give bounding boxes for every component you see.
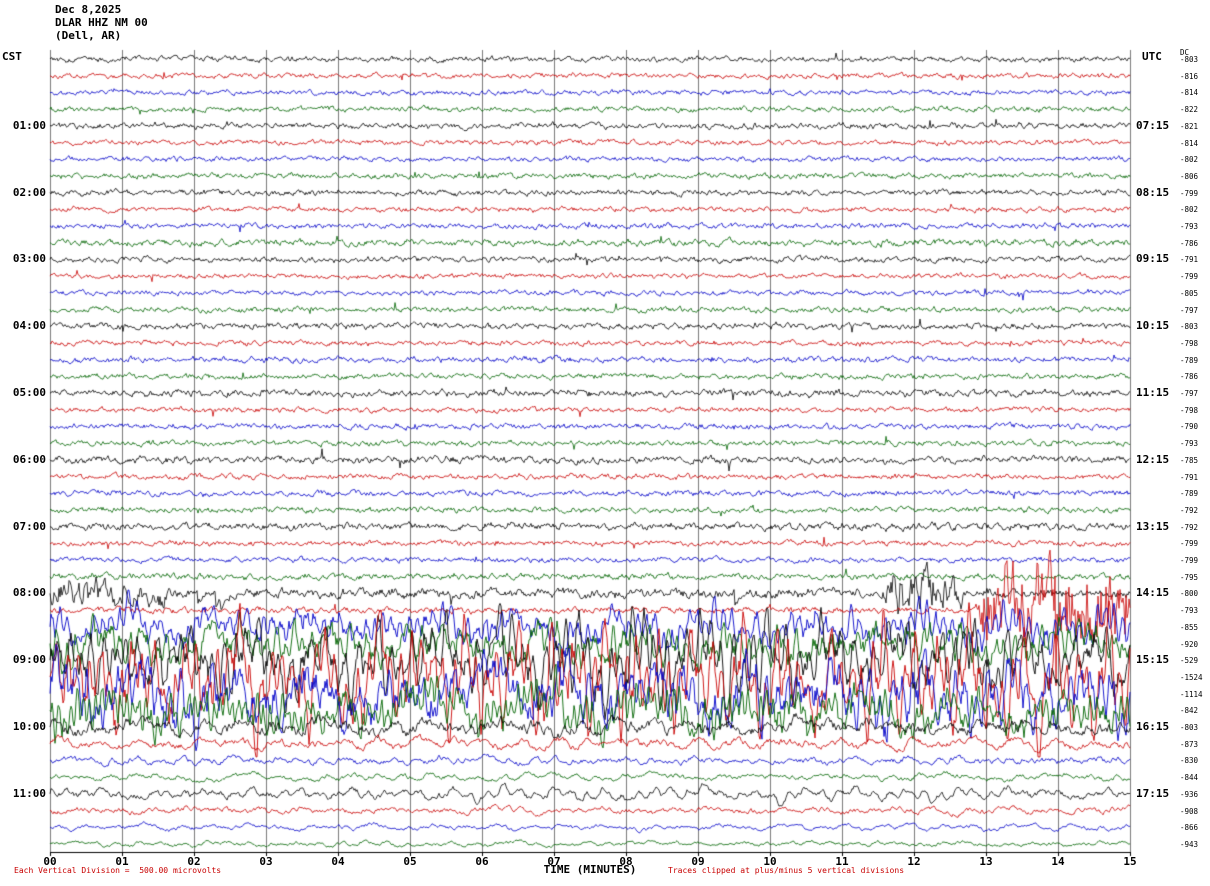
cst-time-label: 10:00 bbox=[12, 720, 46, 733]
dc-offset-value: -799 bbox=[1180, 272, 1199, 282]
utc-time-label: 17:15 bbox=[1136, 786, 1170, 800]
cst-time-label: 02:00 bbox=[12, 185, 46, 199]
station-code: DLAR HHZ NM 00 bbox=[55, 16, 148, 29]
dc-offset-value: -789 bbox=[1180, 489, 1199, 499]
dc-offset-value: -799 bbox=[1180, 188, 1199, 198]
x-tick-label: 01 bbox=[115, 855, 129, 868]
dc-offset-value: -814 bbox=[1180, 88, 1199, 98]
utc-time-label: 13:15 bbox=[1136, 519, 1170, 533]
dc-offset-value: -821 bbox=[1180, 121, 1199, 131]
cst-time-label: 05:00 bbox=[12, 386, 46, 399]
dc-offset-value: -873 bbox=[1180, 739, 1199, 749]
cst-time-label: 07:00 bbox=[12, 519, 46, 533]
dc-offset-value: -792 bbox=[1180, 505, 1199, 515]
vertical-division-note: Each Vertical Division = 500.00 microvol… bbox=[14, 866, 222, 875]
dc-offset-value: -1114 bbox=[1180, 689, 1203, 699]
dc-offset-value: -798 bbox=[1180, 338, 1199, 348]
dc-offset-value: -786 bbox=[1180, 372, 1199, 382]
utc-time-label: 09:15 bbox=[1136, 252, 1170, 266]
x-tick-label: 08 bbox=[619, 855, 633, 868]
dc-offset-value: -789 bbox=[1180, 355, 1199, 365]
cst-time-label: 04:00 bbox=[12, 319, 46, 333]
dc-offset-value: -805 bbox=[1180, 288, 1199, 298]
right-timezone-label: UTC bbox=[1142, 50, 1162, 63]
dc-offset-value: -866 bbox=[1180, 823, 1199, 833]
utc-time-label: 16:15 bbox=[1136, 720, 1170, 733]
utc-time-label: 14:15 bbox=[1136, 586, 1170, 600]
x-tick-label: 06 bbox=[475, 855, 489, 868]
dc-offset-value: -791 bbox=[1180, 472, 1199, 482]
utc-time-label: 12:15 bbox=[1136, 452, 1170, 466]
x-tick-label: 13 bbox=[979, 855, 993, 868]
dc-offset-value: -799 bbox=[1180, 556, 1199, 565]
dc-offset-value: -802 bbox=[1180, 205, 1199, 215]
dc-offset-value: -920 bbox=[1180, 639, 1199, 649]
dc-offset-value: -793 bbox=[1180, 222, 1199, 231]
cst-time-label: 11:00 bbox=[12, 786, 46, 800]
dc-offset-value: -814 bbox=[1180, 138, 1199, 148]
cst-time-label: 06:00 bbox=[12, 452, 46, 466]
dc-offset-value: -802 bbox=[1180, 155, 1199, 165]
x-tick-label: 14 bbox=[1051, 855, 1065, 868]
cst-time-label: 08:00 bbox=[12, 586, 46, 600]
cst-time-label: 01:00 bbox=[12, 118, 46, 132]
dc-offset-value: -803 bbox=[1180, 723, 1199, 732]
x-tick-label: 04 bbox=[331, 855, 345, 868]
dc-offset-value: -790 bbox=[1180, 422, 1199, 432]
dc-offset-value: -830 bbox=[1180, 756, 1199, 766]
dc-offset-value: -795 bbox=[1180, 572, 1199, 582]
dc-offset-value: -797 bbox=[1180, 305, 1199, 315]
dc-offset-value: -936 bbox=[1180, 789, 1199, 799]
dc-offset-value: -792 bbox=[1180, 522, 1199, 532]
dc-offset-value: -793 bbox=[1180, 606, 1199, 616]
dc-offset-value: -786 bbox=[1180, 238, 1199, 248]
utc-time-label: 11:15 bbox=[1136, 386, 1170, 399]
station-location: (Dell, AR) bbox=[55, 29, 122, 42]
left-timezone-label: CST bbox=[2, 50, 22, 63]
dc-offset-value: -785 bbox=[1180, 455, 1199, 465]
clip-note: Traces clipped at plus/minus 5 vertical … bbox=[668, 866, 905, 875]
dc-offset-value: -806 bbox=[1180, 171, 1199, 181]
utc-time-label: 10:15 bbox=[1136, 319, 1170, 333]
utc-time-label: 07:15 bbox=[1136, 118, 1170, 132]
dc-offset-value: -800 bbox=[1180, 589, 1199, 599]
cst-time-label: 09:00 bbox=[12, 653, 46, 667]
x-tick-label: 03 bbox=[259, 855, 273, 868]
x-tick-label: 05 bbox=[403, 855, 417, 868]
x-tick-label: 07 bbox=[547, 855, 561, 868]
x-tick-label: 11 bbox=[835, 855, 849, 868]
cst-time-label: 03:00 bbox=[12, 252, 46, 266]
dc-offset-value: -844 bbox=[1180, 773, 1199, 783]
dc-column-label: DC bbox=[1180, 48, 1190, 57]
utc-time-label: 15:15 bbox=[1136, 653, 1170, 667]
dc-offset-value: -855 bbox=[1180, 622, 1199, 632]
dc-offset-value: -943 bbox=[1180, 839, 1199, 849]
dc-offset-value: -797 bbox=[1180, 389, 1199, 398]
x-tick-label: 09 bbox=[691, 855, 705, 868]
x-tick-label: 15 bbox=[1123, 855, 1137, 868]
dc-offset-value: -908 bbox=[1180, 806, 1199, 816]
x-axis-title: TIME (MINUTES) bbox=[543, 863, 637, 876]
dc-offset-value: -793 bbox=[1180, 439, 1199, 449]
dc-offset-value: -1524 bbox=[1180, 672, 1203, 682]
dc-offset-value: -791 bbox=[1180, 255, 1199, 265]
dc-offset-value: -799 bbox=[1180, 539, 1199, 549]
dc-offset-value: -803 bbox=[1180, 322, 1199, 332]
dc-offset-value: -842 bbox=[1180, 706, 1199, 716]
dc-offset-value: -816 bbox=[1180, 71, 1199, 81]
record-date: Dec 8,2025 bbox=[55, 3, 122, 16]
x-tick-label: 02 bbox=[187, 855, 201, 868]
x-tick-label: 10 bbox=[763, 855, 777, 868]
dc-offset-value: -822 bbox=[1180, 105, 1199, 115]
dc-offset-value: -798 bbox=[1180, 405, 1199, 415]
dc-offset-value: -803 bbox=[1180, 55, 1199, 64]
utc-time-label: 08:15 bbox=[1136, 185, 1170, 199]
x-tick-label: 12 bbox=[907, 855, 921, 868]
x-tick-label: 00 bbox=[43, 855, 57, 868]
dc-offset-value: -529 bbox=[1180, 656, 1199, 666]
